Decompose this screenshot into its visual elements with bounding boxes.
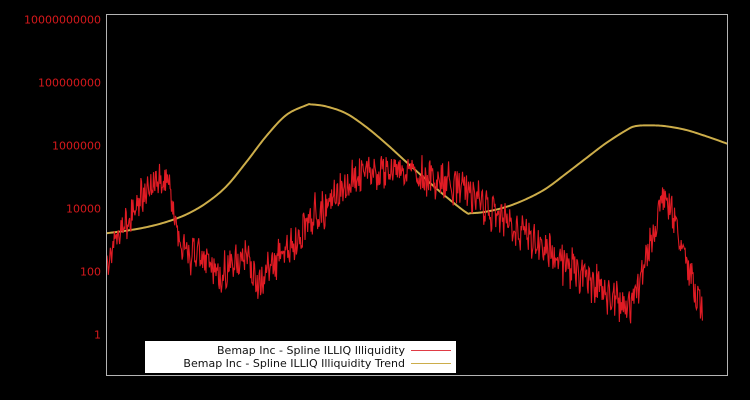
y-tick-label: 100000000 [38,76,101,90]
legend-entry-illiquidity: Bemap Inc - Spline ILLIQ Illiquidity [150,344,451,357]
y-tick-label: 10000000000 [24,13,101,27]
y-tick-label: 1 [94,328,101,342]
legend-swatch-line-icon [411,350,451,351]
legend-label: Bemap Inc - Spline ILLIQ Illiquidity [217,344,405,357]
legend-entry-trend: Bemap Inc - Spline ILLIQ Illiquidity Tre… [150,357,451,370]
series-line-trend [107,103,727,235]
legend: Bemap Inc - Spline ILLIQ Illiquidity Bem… [145,341,456,373]
legend-label: Bemap Inc - Spline ILLIQ Illiquidity Tre… [183,357,405,370]
plot-area [106,14,728,376]
series-line-illiquidity [107,155,703,324]
plot-svg [107,103,727,324]
y-tick-label: 1000000 [52,139,101,153]
legend-swatch-line-icon [411,363,451,364]
y-axis-tick-labels: 10000000000 100000000 1000000 10000 100 … [0,0,101,400]
y-tick-label: 100 [80,265,101,279]
y-tick-label: 10000 [66,202,101,216]
